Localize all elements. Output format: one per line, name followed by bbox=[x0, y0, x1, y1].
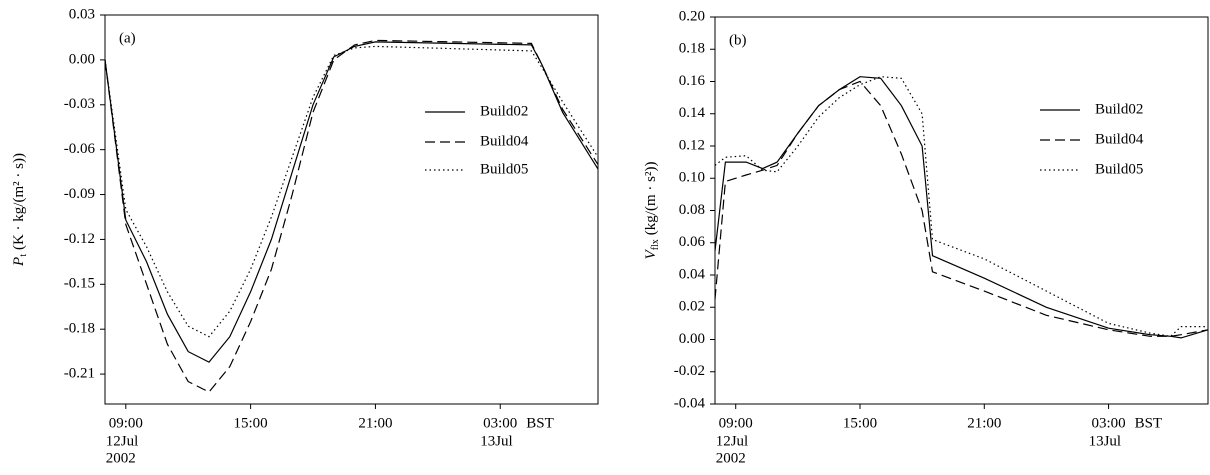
panel-label: (a) bbox=[119, 30, 136, 46]
y-label-unit: (K · kg/(m² · s)) bbox=[11, 153, 27, 250]
legend-label: Build04 bbox=[480, 133, 529, 149]
x-sublabel: 13Jul bbox=[480, 433, 513, 449]
y-tick-label: -0.04 bbox=[674, 395, 706, 411]
x-unit-label: BST bbox=[526, 415, 554, 431]
y-tick-label: 0.08 bbox=[679, 202, 705, 218]
x-sublabel: 12Jul bbox=[716, 433, 749, 449]
x-tick-label: 09:00 bbox=[109, 415, 143, 431]
plot-frame bbox=[714, 16, 1209, 405]
y-tick-label: 0.03 bbox=[69, 6, 95, 22]
series-line bbox=[104, 41, 599, 363]
plot-frame bbox=[104, 14, 599, 405]
y-tick-label: -0.21 bbox=[64, 366, 95, 382]
legend-label: Build02 bbox=[480, 103, 528, 119]
y-tick-label: 0.20 bbox=[679, 8, 705, 24]
y-tick-label: -0.18 bbox=[64, 321, 95, 337]
y-tick-label: 0.10 bbox=[679, 170, 705, 186]
x-unit-label: BST bbox=[1135, 415, 1163, 431]
x-tick-label: 21:00 bbox=[358, 415, 392, 431]
y-tick-label: -0.12 bbox=[64, 231, 95, 247]
x-sublabel: 2002 bbox=[716, 450, 746, 466]
y-tick-label: 0.18 bbox=[679, 41, 705, 57]
series-line bbox=[104, 39, 599, 393]
y-tick-label: -0.09 bbox=[64, 186, 95, 202]
y-label-symbol: P bbox=[11, 257, 27, 267]
y-tick-label: 0.12 bbox=[679, 137, 705, 153]
y-tick-label: 0.06 bbox=[679, 234, 706, 250]
panel-label: (b) bbox=[729, 32, 747, 48]
series-line bbox=[714, 80, 1209, 337]
y-tick-label: -0.15 bbox=[64, 276, 95, 292]
y-label-subscript: flx bbox=[650, 239, 661, 250]
y-tick-label: 0.00 bbox=[69, 51, 95, 67]
series-line bbox=[714, 76, 1209, 339]
legend-label: Build04 bbox=[1095, 131, 1144, 147]
y-tick-label: -0.02 bbox=[674, 363, 705, 379]
legend-label: Build05 bbox=[1095, 161, 1143, 177]
y-axis-label: Pt (K · kg/(m² · s)) bbox=[11, 153, 29, 267]
series-line bbox=[104, 45, 599, 338]
y-tick-label: 0.04 bbox=[679, 266, 706, 282]
x-tick-label: 15:00 bbox=[843, 415, 877, 431]
y-axis-label: Vflx (kg/(m · s²)) bbox=[643, 162, 661, 260]
x-tick-label: 15:00 bbox=[234, 415, 268, 431]
x-sublabel: 2002 bbox=[106, 450, 136, 466]
y-tick-label: -0.06 bbox=[64, 141, 96, 157]
x-tick-label: 09:00 bbox=[719, 415, 753, 431]
y-label-subscript: t bbox=[18, 254, 29, 257]
y-label-symbol: V bbox=[643, 248, 659, 259]
y-tick-label: 0.16 bbox=[679, 73, 706, 89]
y-tick-label: 0.02 bbox=[679, 299, 705, 315]
y-tick-label: -0.03 bbox=[64, 96, 95, 112]
y-tick-label: 0.00 bbox=[679, 331, 705, 347]
y-tick-label: 0.14 bbox=[679, 105, 706, 121]
x-sublabel: 13Jul bbox=[1089, 433, 1122, 449]
x-tick-label: 03:00 bbox=[483, 415, 517, 431]
legend-label: Build02 bbox=[1095, 101, 1143, 117]
x-tick-label: 03:00 bbox=[1091, 415, 1125, 431]
x-sublabel: 12Jul bbox=[106, 433, 139, 449]
x-tick-label: 21:00 bbox=[967, 415, 1001, 431]
legend-label: Build05 bbox=[480, 161, 528, 177]
y-label-unit: (kg/(m · s²)) bbox=[643, 162, 659, 236]
